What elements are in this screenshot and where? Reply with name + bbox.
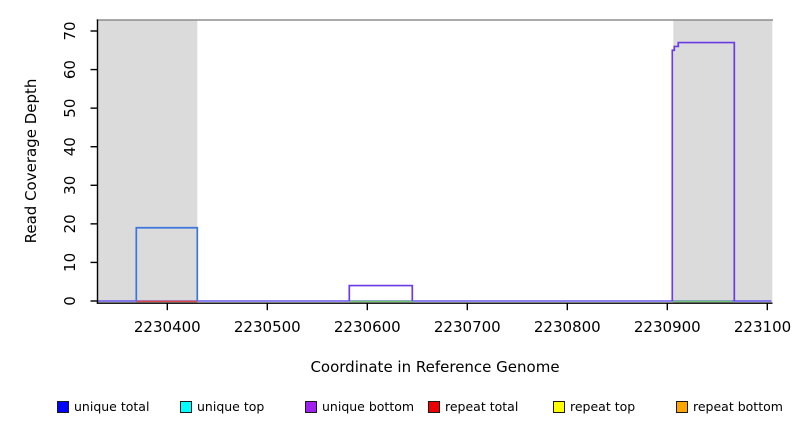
masked-region-right (673, 20, 773, 304)
x-tick-label: 2230400 (134, 318, 201, 336)
y-tick-label: 50 (61, 99, 79, 118)
legend-label: repeat bottom (693, 399, 783, 414)
legend-swatch (676, 401, 688, 413)
legend-swatch (57, 401, 69, 413)
legend-label: unique bottom (322, 399, 415, 414)
legend-swatch (180, 401, 192, 413)
legend: unique total unique top unique bottom repea… (0, 396, 792, 420)
legend-swatch (553, 401, 565, 413)
y-tick-label: 30 (61, 176, 79, 195)
x-axis-title: Coordinate in Reference Genome (310, 358, 559, 376)
x-tick-label: 2230800 (534, 318, 601, 336)
x-tick-label: 2231000 (734, 318, 792, 336)
legend-label: unique total (74, 399, 150, 414)
legend-label: unique top (197, 399, 265, 414)
series-unique-bottom (671, 41, 736, 301)
x-tick-label: 2230700 (434, 318, 501, 336)
series-unique-bottom (348, 284, 414, 301)
x-tick-label: 2230600 (334, 318, 401, 336)
y-tick-label: 10 (61, 253, 79, 272)
y-tick-label: 70 (61, 21, 79, 40)
masked-region-left (97, 20, 198, 304)
y-tick-label: 0 (61, 296, 79, 306)
y-tick-label: 40 (61, 137, 79, 156)
coverage-plot: 0 10 20 30 40 50 60 70 2230400 2230500 2230600 2230… (22, 19, 792, 376)
legend-label: repeat top (570, 399, 636, 414)
x-tick-label: 2230900 (634, 318, 701, 336)
legend-swatch (305, 401, 317, 413)
legend-swatch (428, 401, 440, 413)
y-tick-label: 60 (61, 60, 79, 79)
x-tick-label: 2230500 (234, 318, 301, 336)
legend-label: repeat total (445, 399, 519, 414)
y-axis-title: Read Coverage Depth (22, 79, 40, 244)
y-tick-label: 20 (61, 214, 79, 233)
series-unique-total (135, 226, 199, 301)
